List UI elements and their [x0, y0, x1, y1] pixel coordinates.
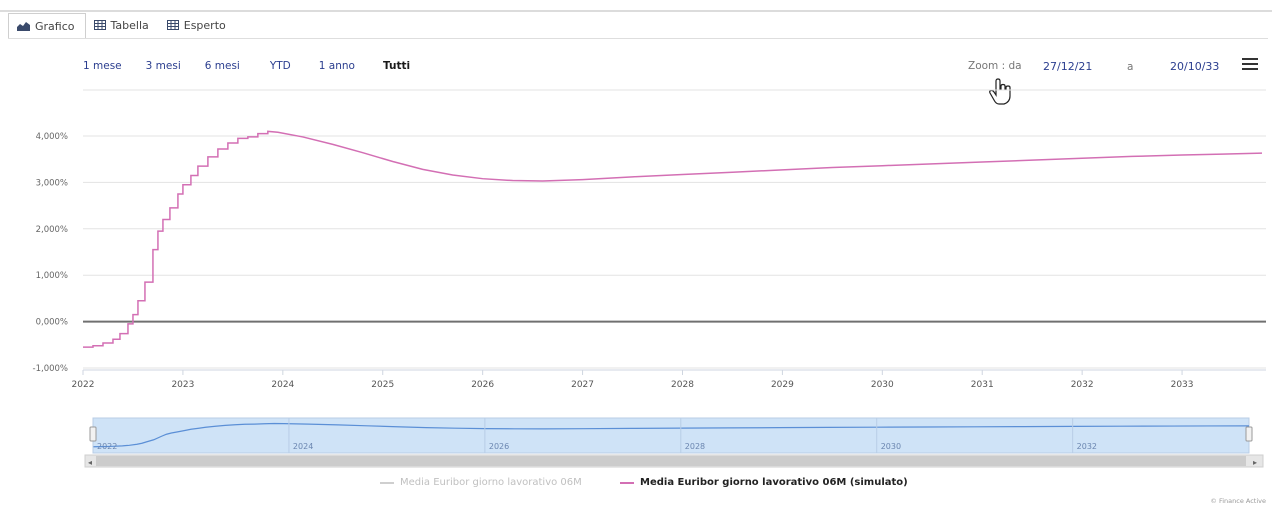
range-button-1-mese[interactable]: 1 mese [83, 60, 122, 72]
legend-label-euribor-simulato: Media Euribor giorno lavorativo 06M (sim… [640, 477, 908, 488]
tab-grafico[interactable]: Grafico [8, 13, 86, 39]
tab-grafico-label: Grafico [35, 19, 75, 33]
tab-tabella[interactable]: Tabella [86, 13, 159, 37]
legend-item-euribor[interactable]: Media Euribor giorno lavorativo 06M [380, 477, 582, 488]
x-tick-label: 2028 [671, 380, 694, 390]
legend-label-euribor: Media Euribor giorno lavorativo 06M [400, 477, 582, 488]
tab-divider [8, 38, 1268, 39]
table-icon [93, 20, 106, 30]
navigator-right-handle[interactable] [1245, 426, 1253, 442]
navigator-tick-label: 2022 [97, 442, 117, 451]
navigator-tick-label: 2028 [685, 442, 705, 451]
hand-pointer-icon [989, 78, 1011, 105]
navigator-tick-label: 2026 [489, 442, 509, 451]
line-chart: 4,000% 3,000% 2,000% 1,000% 0,000% -1,000% 20… [33, 89, 1266, 468]
navigator-tick-label: 2030 [881, 442, 901, 451]
x-tick-label: 2027 [571, 380, 594, 390]
range-button-6-mesi[interactable]: 6 mesi [204, 60, 240, 72]
x-tick-label: 2023 [171, 380, 194, 390]
x-tick-label: 2024 [271, 380, 294, 390]
x-tick-label: 2022 [72, 380, 95, 390]
legend-swatch [380, 481, 394, 484]
table-icon [166, 20, 179, 30]
navigator-left-handle[interactable] [89, 426, 97, 442]
x-tick-label: 2033 [1171, 380, 1194, 390]
tab-esperto[interactable]: Esperto [159, 13, 236, 37]
x-tick-label: 2030 [871, 380, 894, 390]
tab-esperto-label: Esperto [183, 18, 226, 32]
range-selector: 1 mese 3 mesi 6 mesi YTD 1 anno Tutti [83, 60, 434, 72]
zoom-to-label: a [1127, 61, 1134, 73]
navigator-range [92, 417, 1250, 454]
zoom-label: Zoom : da [968, 60, 1022, 72]
range-button-1-anno[interactable]: 1 anno [318, 60, 355, 72]
y-tick-label: 2,000% [36, 225, 68, 235]
x-tick-label: 2032 [1071, 380, 1094, 390]
navigator-tick-label: 2032 [1077, 442, 1097, 451]
y-tick-label: 0,000% [36, 318, 68, 328]
x-tick-label: 2026 [471, 380, 494, 390]
scroll-right-arrow-icon[interactable]: ▸ [1253, 458, 1257, 467]
credits-text[interactable]: © Finance Active [1210, 497, 1266, 505]
x-tick-label: 2029 [771, 380, 794, 390]
navigator-scrollbar-thumb[interactable] [96, 456, 1246, 466]
range-button-tutti[interactable]: Tutti [382, 60, 411, 72]
chart-frame-border [0, 10, 1272, 12]
range-button-3-mesi[interactable]: 3 mesi [145, 60, 181, 72]
range-button-ytd[interactable]: YTD [269, 60, 291, 72]
zoom-from-input[interactable]: 27/12/21 [1043, 60, 1093, 73]
x-tick-label: 2031 [971, 380, 994, 390]
x-tick-label: 2025 [371, 380, 394, 390]
navigator-tick-label: 2024 [293, 442, 313, 451]
scroll-left-arrow-icon[interactable]: ◂ [88, 458, 92, 467]
y-tick-label: -1,000% [33, 364, 68, 374]
y-tick-label: 4,000% [36, 132, 68, 142]
y-tick-label: 1,000% [36, 271, 68, 281]
legend-item-euribor-simulato[interactable]: Media Euribor giorno lavorativo 06M (sim… [620, 477, 908, 488]
hamburger-menu-icon[interactable] [1242, 58, 1258, 72]
tab-tabella-label: Tabella [110, 18, 149, 32]
series-line-simulato [83, 130, 1263, 348]
y-tick-label: 3,000% [36, 178, 68, 188]
legend-swatch [620, 481, 634, 484]
zoom-to-input[interactable]: 20/10/33 [1170, 60, 1220, 73]
view-tabs: Grafico Tabella Esperto [8, 13, 236, 39]
area-chart-icon [17, 21, 30, 31]
